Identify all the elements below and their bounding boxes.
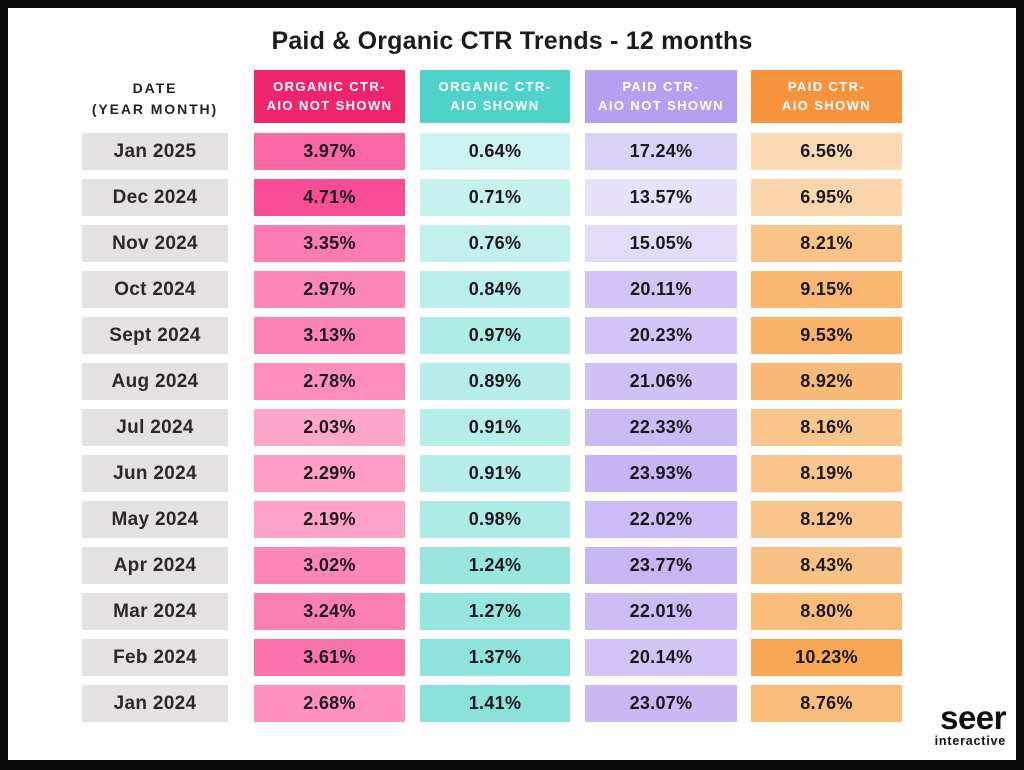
column-organic-ctr-aio-shown: ORGANIC CTR- AIO SHOWN 0.64% 0.71% 0.76% 0.… [420,70,570,731]
date-cell: May 2024 [82,501,228,538]
date-cell: Oct 2024 [82,271,228,308]
paid-ctr-aio-shown-value-cell: 8.16% [751,409,902,446]
organic-ctr-aio-not-shown-value-cell: 3.02% [254,547,405,584]
organic-ctr-aio-shown-value-cell: 0.89% [420,363,570,400]
paid-ctr-aio-not-shown-value-cell: 22.33% [585,409,737,446]
organic-ctr-aio-not-shown-value-cell: 2.97% [254,271,405,308]
organic-ctr-aio-not-shown-value-cell: 3.97% [254,133,405,170]
organic-ctr-aio-not-shown-value-cell: 2.19% [254,501,405,538]
seer-interactive-logo: seer interactive [934,699,1007,748]
organic-ctr-aio-not-shown-value-cell: 2.03% [254,409,405,446]
paid-ctr-aio-not-shown-value-cell: 17.24% [585,133,737,170]
date-column-header-label: DATE (YEAR MONTH) [91,80,219,117]
column-paid-ctr-aio-not-shown: PAID CTR- AIO NOT SHOWN 17.24% 13.57% 15.0… [585,70,737,731]
paid-ctr-aio-shown-value-cell: 8.92% [751,363,902,400]
paid-ctr-aio-shown-value-cell: 8.21% [751,225,902,262]
logo-wordmark: seer [940,699,1006,736]
organic-ctr-aio-shown-value-cell: 1.41% [420,685,570,722]
organic-ctr-aio-shown-value-cell: 0.97% [420,317,570,354]
organic-ctr-aio-shown-value-cell: 1.24% [420,547,570,584]
column-organic-ctr-aio-not-shown: ORGANIC CTR- AIO NOT SHOWN 3.97% 4.71% 3.3… [254,70,405,731]
column-date: DATE (YEAR MONTH) Jan 2025 Dec 2024 Nov 20… [82,70,228,731]
column-header-organic-ctr-aio-shown: ORGANIC CTR- AIO SHOWN [420,70,570,123]
date-cell: Jan 2025 [82,133,228,170]
organic-ctr-aio-shown-value-cell: 0.91% [420,455,570,492]
date-cell: Sept 2024 [82,317,228,354]
date-cell: Apr 2024 [82,547,228,584]
paid-ctr-aio-not-shown-value-cell: 13.57% [585,179,737,216]
organic-ctr-aio-not-shown-value-cell: 2.78% [254,363,405,400]
date-cell: Dec 2024 [82,179,228,216]
organic-ctr-aio-shown-value-cell: 1.37% [420,639,570,676]
date-cell: Feb 2024 [82,639,228,676]
date-cell: Nov 2024 [82,225,228,262]
organic-ctr-aio-not-shown-value-cell: 3.24% [254,593,405,630]
paid-ctr-aio-not-shown-value-cell: 22.02% [585,501,737,538]
organic-ctr-aio-shown-value-cell: 0.84% [420,271,570,308]
organic-ctr-aio-shown-value-cell: 1.27% [420,593,570,630]
paid-ctr-aio-not-shown-value-cell: 22.01% [585,593,737,630]
paid-ctr-aio-shown-value-cell: 8.43% [751,547,902,584]
organic-ctr-aio-shown-value-cell: 0.91% [420,409,570,446]
date-cell: Mar 2024 [82,593,228,630]
date-column-header: DATE (YEAR MONTH) [82,70,228,123]
paid-ctr-aio-not-shown-value-cell: 20.14% [585,639,737,676]
organic-ctr-aio-shown-value-cell: 0.71% [420,179,570,216]
page-title: Paid & Organic CTR Trends - 12 months [271,27,753,55]
organic-ctr-aio-not-shown-value-cell: 3.13% [254,317,405,354]
date-cell: Jun 2024 [82,455,228,492]
organic-ctr-aio-shown-value-cell: 0.64% [420,133,570,170]
paid-ctr-aio-not-shown-value-cell: 20.11% [585,271,737,308]
organic-ctr-aio-not-shown-value-cell: 3.61% [254,639,405,676]
paid-ctr-aio-not-shown-value-cell: 21.06% [585,363,737,400]
paid-ctr-aio-not-shown-value-cell: 15.05% [585,225,737,262]
paid-ctr-aio-shown-value-cell: 8.19% [751,455,902,492]
paid-ctr-aio-shown-value-cell: 6.95% [751,179,902,216]
column-header-organic-ctr-aio-not-shown: ORGANIC CTR- AIO NOT SHOWN [254,70,405,123]
organic-ctr-aio-not-shown-value-cell: 2.29% [254,455,405,492]
organic-ctr-aio-not-shown-value-cell: 4.71% [254,179,405,216]
organic-ctr-aio-not-shown-value-cell: 3.35% [254,225,405,262]
paid-ctr-aio-shown-value-cell: 10.23% [751,639,902,676]
paid-ctr-aio-shown-value-cell: 9.15% [751,271,902,308]
organic-ctr-aio-shown-value-cell: 0.98% [420,501,570,538]
column-paid-ctr-aio-shown: PAID CTR- AIO SHOWN 6.56% 6.95% 8.21% 9.15%… [751,70,902,731]
paid-ctr-aio-shown-value-cell: 9.53% [751,317,902,354]
date-cell: Jan 2024 [82,685,228,722]
date-cell: Aug 2024 [82,363,228,400]
organic-ctr-aio-not-shown-value-cell: 2.68% [254,685,405,722]
column-header-paid-ctr-aio-not-shown: PAID CTR- AIO NOT SHOWN [585,70,737,123]
paid-ctr-aio-not-shown-value-cell: 23.07% [585,685,737,722]
column-header-paid-ctr-aio-shown: PAID CTR- AIO SHOWN [751,70,902,123]
logo-subtext: interactive [934,734,1006,748]
paid-ctr-aio-not-shown-value-cell: 20.23% [585,317,737,354]
organic-ctr-aio-shown-value-cell: 0.76% [420,225,570,262]
date-cell: Jul 2024 [82,409,228,446]
paid-ctr-aio-not-shown-value-cell: 23.77% [585,547,737,584]
paid-ctr-aio-shown-value-cell: 8.80% [751,593,902,630]
paid-ctr-aio-shown-value-cell: 6.56% [751,133,902,170]
paid-ctr-aio-not-shown-value-cell: 23.93% [585,455,737,492]
paid-ctr-aio-shown-value-cell: 8.12% [751,501,902,538]
paid-ctr-aio-shown-value-cell: 8.76% [751,685,902,722]
